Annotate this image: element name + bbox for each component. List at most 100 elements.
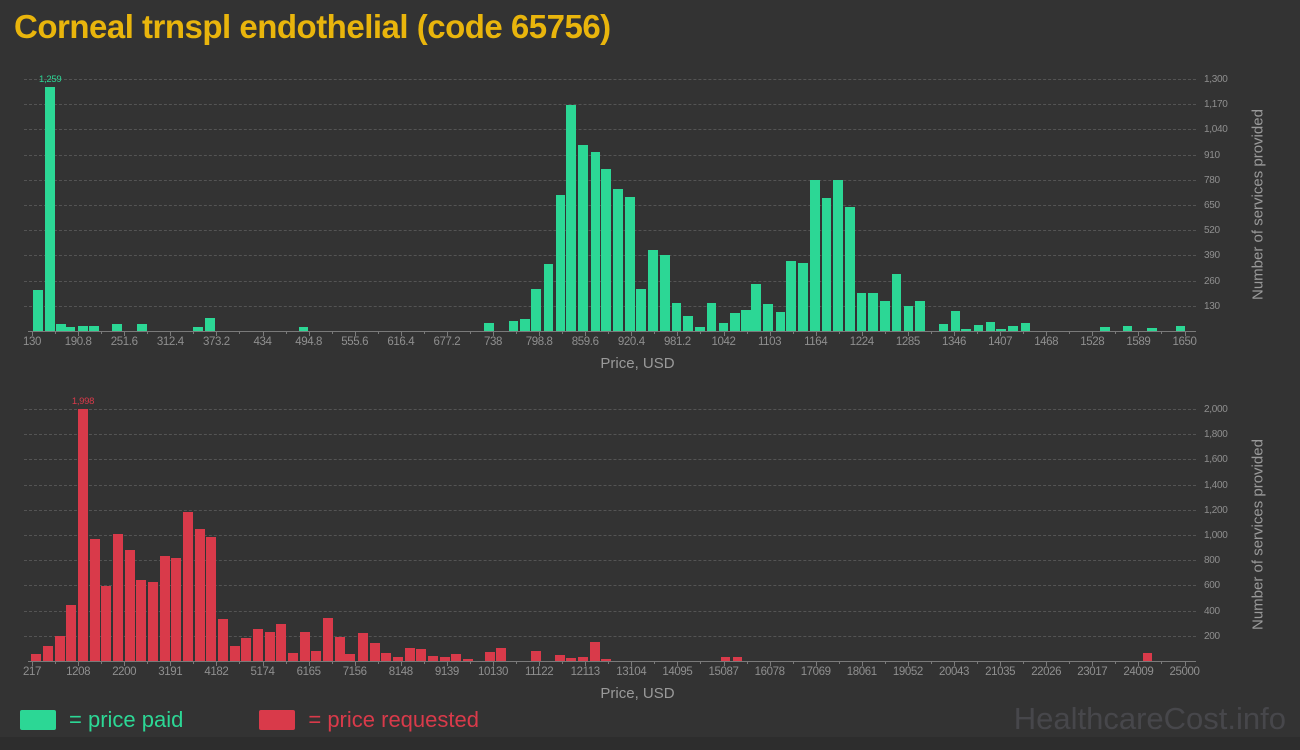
bar-price-requested xyxy=(31,654,41,661)
bar-price-paid xyxy=(484,322,494,331)
x-axis-title-paid: Price, USD xyxy=(600,355,675,372)
x-tick-label: 1208 xyxy=(66,666,91,678)
x-tick-label: 18061 xyxy=(846,666,877,678)
bar-price-requested xyxy=(230,646,240,661)
y-tick-label: 1,300 xyxy=(1204,74,1228,85)
bar-price-paid xyxy=(112,324,122,331)
x-tick-label: 1468 xyxy=(1034,336,1059,348)
axis-tick xyxy=(170,331,172,336)
axis-minor-tick xyxy=(193,661,195,664)
x-tick-label: 1346 xyxy=(942,336,966,348)
y-tick-label: 1,040 xyxy=(1204,124,1228,136)
bar-price-paid xyxy=(810,179,820,331)
legend-label-requested: = price requested xyxy=(308,707,479,732)
axis-tick xyxy=(493,661,494,666)
legend-swatch-paid xyxy=(20,710,56,730)
bar-price-paid xyxy=(613,188,623,331)
bar-price-paid xyxy=(1020,322,1031,331)
y-tick-label: 200 xyxy=(1204,630,1220,642)
y-tick-label: 910 xyxy=(1204,149,1220,161)
axis-minor-tick xyxy=(977,331,979,334)
axis-tick xyxy=(78,661,80,666)
axis-tick xyxy=(262,661,264,666)
x-tick-label: 312.4 xyxy=(156,336,184,348)
axis-minor-tick xyxy=(55,331,57,334)
bar-price-requested xyxy=(113,534,123,661)
axis-tick xyxy=(32,661,33,666)
bar-price-paid xyxy=(33,290,43,331)
bar-price-paid xyxy=(683,315,693,331)
bar-price-paid xyxy=(555,195,566,331)
y-tick-label: 1,800 xyxy=(1204,429,1228,441)
axis-tick xyxy=(585,331,587,336)
axis-minor-tick xyxy=(331,331,333,334)
bar-price-requested xyxy=(1142,652,1153,661)
bar-price-paid xyxy=(868,293,878,331)
bar-price-paid xyxy=(730,312,740,331)
gridline xyxy=(24,409,1196,410)
axis-tick xyxy=(78,331,80,336)
axis-minor-tick xyxy=(1023,661,1025,664)
axis-tick xyxy=(769,331,771,336)
axis-tick xyxy=(723,661,725,666)
bar-price-paid xyxy=(821,198,832,331)
axis-tick xyxy=(216,331,218,336)
peak-value-label: 1,259 xyxy=(39,73,62,85)
axis-tick xyxy=(861,661,863,666)
bar-price-paid xyxy=(660,255,670,331)
y-tick-label: 1,170 xyxy=(1204,99,1228,111)
bar-price-paid xyxy=(578,144,588,331)
bar-price-paid xyxy=(89,325,99,331)
axis-minor-tick xyxy=(884,331,886,334)
axis-tick xyxy=(308,331,310,336)
bar-price-paid xyxy=(543,263,554,331)
axis-minor-tick xyxy=(101,331,103,334)
x-tick-label: 190.8 xyxy=(64,336,92,348)
axis-minor-tick xyxy=(1161,661,1163,664)
bar-price-requested xyxy=(555,654,565,661)
bar-price-requested xyxy=(206,536,216,661)
x-tick-label: 8148 xyxy=(388,666,413,678)
axis-tick xyxy=(539,331,541,336)
bar-price-requested xyxy=(345,653,355,661)
bar-price-requested xyxy=(732,656,743,661)
axis-minor-tick xyxy=(1069,331,1071,334)
bar-price-requested xyxy=(590,641,600,661)
axis-tick xyxy=(1138,661,1140,666)
x-tick-label: 25000 xyxy=(1169,666,1200,678)
axis-tick xyxy=(124,661,126,666)
footer-bar xyxy=(0,737,1300,750)
x-tick-label: 1042 xyxy=(711,336,736,348)
x-tick-label: 981.2 xyxy=(664,336,691,348)
gridline xyxy=(24,535,1196,536)
axis-minor-tick xyxy=(884,661,886,664)
axis-tick xyxy=(631,661,633,666)
axis-minor-tick xyxy=(1069,661,1071,664)
bar-price-requested xyxy=(393,657,403,661)
bar-price-requested xyxy=(358,633,368,661)
axis-tick xyxy=(677,331,679,336)
bar-price-paid xyxy=(636,288,646,331)
x-tick-label: 798.8 xyxy=(525,336,553,348)
x-tick-label: 920.4 xyxy=(617,336,645,348)
bar-price-paid xyxy=(938,323,949,331)
bar-price-paid xyxy=(973,324,983,331)
bar-price-paid xyxy=(520,319,530,331)
axis-minor-tick xyxy=(469,661,471,664)
y-tick-label: 600 xyxy=(1204,580,1220,592)
axis-tick xyxy=(446,661,448,666)
bar-price-requested xyxy=(55,635,65,661)
axis-minor-tick xyxy=(746,661,748,664)
bar-price-paid xyxy=(193,326,203,331)
x-axis-line xyxy=(28,661,1196,662)
bar-price-paid xyxy=(1175,326,1186,331)
gridline xyxy=(24,79,1196,80)
axis-minor-tick xyxy=(700,331,702,334)
bar-price-paid xyxy=(798,263,808,331)
bar-price-paid xyxy=(65,326,76,331)
bar-price-paid xyxy=(695,326,705,331)
bar-price-requested xyxy=(66,604,76,661)
bar-price-requested xyxy=(276,624,286,661)
gridline xyxy=(24,484,1196,486)
